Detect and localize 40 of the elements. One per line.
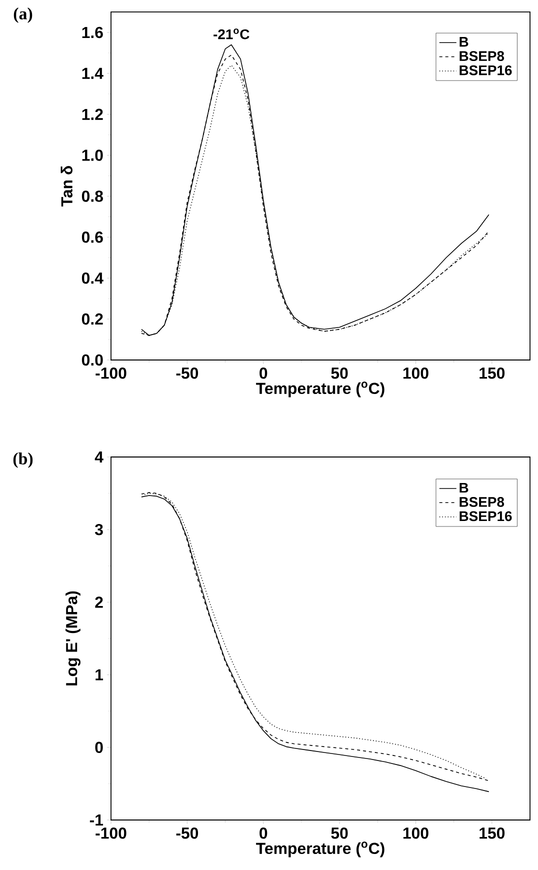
- y-axis-title: Log E' (MPa): [66, 591, 80, 686]
- y-tick-label: 1.2: [82, 108, 103, 120]
- y-tick-label: 4: [94, 452, 104, 462]
- legend-label: BSEP16: [460, 65, 512, 76]
- x-tick-label: -50: [176, 828, 198, 839]
- y-tick-label: 1: [96, 669, 104, 680]
- y-tick-label: 1.0: [82, 150, 103, 161]
- annotation: -21$^{o}$C: [214, 28, 250, 40]
- y-tick-label: 0: [95, 742, 103, 754]
- x-tick-label: 150: [480, 368, 505, 379]
- legend-label: BSEP8: [460, 51, 504, 62]
- y-tick-label: 2: [95, 596, 103, 608]
- legend-label: B: [460, 482, 468, 493]
- chart-title: (a): [14, 8, 32, 23]
- x-tick-label: 0: [260, 368, 268, 379]
- x-tick-label: 50: [331, 368, 348, 379]
- x-tick-label: 0: [260, 828, 268, 839]
- x-tick-label: 100: [403, 828, 428, 839]
- y-tick-label: 0.6: [82, 232, 103, 243]
- x-tick-label: 150: [480, 828, 505, 839]
- y-tick-label: 1.6: [82, 26, 103, 38]
- legend-label: BSEP8: [460, 497, 504, 507]
- x-tick-label: -100: [96, 368, 126, 379]
- y-tick-label: 0.8: [82, 190, 103, 202]
- legend-label: B: [460, 37, 468, 47]
- x-axis-title: Temperature ($^{o}$C): [256, 382, 384, 398]
- y-tick-label: 0.0: [82, 354, 103, 366]
- legend-label: BSEP16: [460, 511, 512, 522]
- y-tick-label: -1: [90, 814, 104, 826]
- x-axis-title: Temperature ($^{o}$C): [256, 842, 384, 858]
- y-tick-label: 0.4: [82, 272, 104, 284]
- x-tick-label: -100: [96, 828, 126, 839]
- x-tick-label: -50: [176, 368, 198, 379]
- chart-title: (b): [13, 452, 33, 468]
- y-tick-label: 3: [94, 524, 103, 536]
- x-tick-label: 50: [331, 828, 348, 839]
- y-axis-title: Tan δ: [60, 166, 72, 206]
- x-tick-label: 100: [403, 368, 428, 379]
- y-tick-label: 0.2: [82, 313, 103, 325]
- y-tick-label: 1.4: [82, 68, 104, 79]
